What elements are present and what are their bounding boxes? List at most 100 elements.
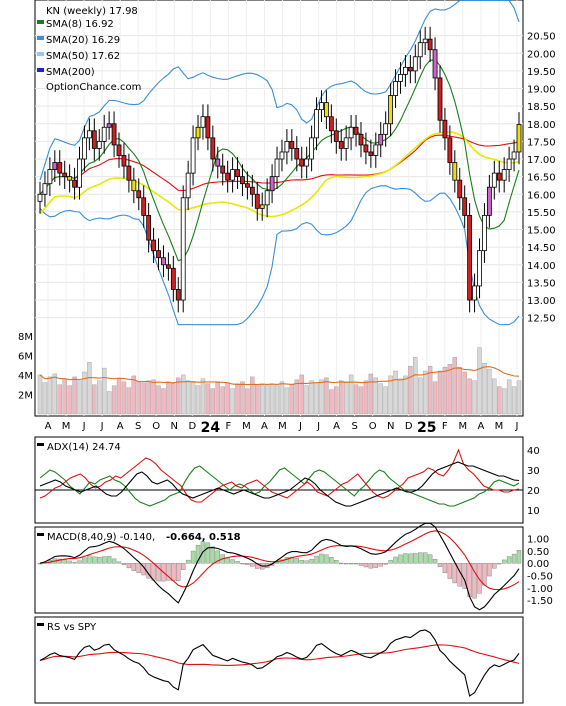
price-tick-label: 16.00: [527, 190, 556, 201]
volume-bar: [136, 381, 141, 415]
macd-histogram-bar: [101, 556, 107, 564]
macd-histogram-bar: [378, 563, 383, 567]
volume-bar: [264, 385, 270, 415]
volume-bar: [240, 381, 245, 415]
macd-histogram-bar: [363, 563, 369, 568]
candle-body: [121, 155, 127, 167]
volume-bar: [398, 378, 403, 415]
macd-histogram-bar: [136, 563, 141, 573]
rs-label: RS vs SPY: [47, 622, 97, 633]
macd-histogram-bar: [225, 557, 230, 564]
candle-body: [245, 183, 250, 188]
macd-histogram-bar: [482, 563, 487, 586]
volume-bar: [62, 378, 67, 415]
month-label: M: [495, 421, 504, 432]
candle-body: [486, 186, 492, 216]
bollinger-upper-line: [39, 0, 520, 181]
month-label: S: [351, 421, 357, 432]
macd-tick-label: 1.00: [527, 535, 549, 546]
price-tick-label: 17.50: [527, 137, 556, 148]
volume-bar: [190, 382, 196, 415]
macd-histogram-bar: [358, 563, 364, 566]
candle-body: [388, 95, 394, 125]
macd-histogram-bar: [324, 554, 329, 564]
macd-histogram-bar: [205, 542, 211, 564]
source-label: OptionChance.com: [46, 82, 141, 93]
candle-body: [378, 133, 384, 146]
candle-body: [180, 197, 186, 301]
macd-histogram-bar: [403, 553, 408, 564]
macd-histogram-bar: [245, 563, 250, 566]
macd-histogram-bar: [190, 550, 196, 564]
candle-body: [200, 116, 206, 128]
candle-body: [274, 158, 280, 178]
candle-body: [230, 169, 235, 181]
candle-body: [457, 179, 463, 199]
adx-line: [39, 461, 520, 507]
volume-bar: [274, 385, 280, 415]
volume-bar: [393, 370, 398, 415]
candle-body: [185, 172, 191, 199]
candle-body: [462, 197, 468, 216]
volume-bar: [388, 375, 393, 415]
volume-bar: [501, 388, 507, 415]
macd-histogram-bar: [126, 563, 132, 569]
volume-bar: [42, 382, 48, 415]
candle-body: [452, 162, 458, 181]
volume-bar: [220, 386, 225, 415]
adx-panel-frame: [34, 436, 524, 524]
candle-body: [116, 144, 122, 156]
candle-body: [383, 123, 389, 135]
macd-histogram-bar: [432, 559, 438, 564]
volume-bar: [141, 382, 146, 415]
adx-label: ADX(14) 24.74: [47, 442, 121, 453]
price-tick-label: 14.50: [527, 243, 556, 254]
volume-bar: [329, 389, 334, 415]
adx-tick-label: 40: [527, 446, 540, 457]
macd-histogram-bar: [506, 556, 512, 564]
macd-title-swatch: [37, 533, 44, 536]
volume-bar: [245, 388, 250, 415]
candle-body: [289, 140, 295, 149]
macd-histogram-bar: [487, 563, 492, 577]
macd-histogram-bar: [497, 563, 502, 565]
candle-body: [57, 162, 63, 174]
adx-tick-label: 10: [527, 506, 540, 517]
macd-hist-label: 0.518: [209, 532, 241, 543]
candle-body: [432, 49, 438, 79]
axis-labels: 20.50 20.00 19.50 19.00 18.50 18.00 17.50 17.00…: [18, 32, 556, 608]
yellow-band-line: [39, 131, 520, 218]
volume-bar: [472, 380, 477, 415]
macd-label: MACD(8,40,9) -0.140,: [47, 532, 155, 543]
candle-body: [42, 183, 48, 195]
macd-histogram-bar: [373, 563, 378, 568]
macd-histogram-bar: [77, 560, 82, 564]
macd-histogram-bar: [106, 556, 112, 564]
month-label: F: [225, 421, 231, 432]
month-label: O: [152, 421, 160, 432]
volume-bar: [116, 378, 122, 415]
macd-histogram-bar: [92, 556, 97, 564]
candle-body: [363, 144, 369, 153]
candle-body: [269, 176, 275, 192]
volume-bar: [378, 383, 383, 415]
macd-histogram-bar: [442, 563, 448, 574]
macd-tick-label: 0.00: [527, 559, 549, 570]
price-tick-label: 15.00: [527, 226, 556, 237]
volume-tick-label: 2M: [18, 390, 33, 401]
volume-bar: [319, 379, 324, 415]
month-label: A: [117, 421, 124, 432]
macd-histogram-bar: [343, 563, 349, 565]
candle-body: [279, 151, 285, 160]
month-label: M: [62, 421, 71, 432]
volume-bar: [457, 366, 462, 415]
price-tick-label: 13.50: [527, 278, 556, 289]
legend-sma20: SMA(20) 16.29: [46, 35, 120, 46]
macd-histogram-bar: [447, 563, 453, 579]
volume-bar: [413, 357, 418, 415]
volume-bar: [126, 387, 132, 415]
month-label: S: [135, 421, 141, 432]
candle-body: [447, 137, 453, 163]
volume-bar: [106, 391, 112, 415]
candle-body: [319, 102, 324, 111]
